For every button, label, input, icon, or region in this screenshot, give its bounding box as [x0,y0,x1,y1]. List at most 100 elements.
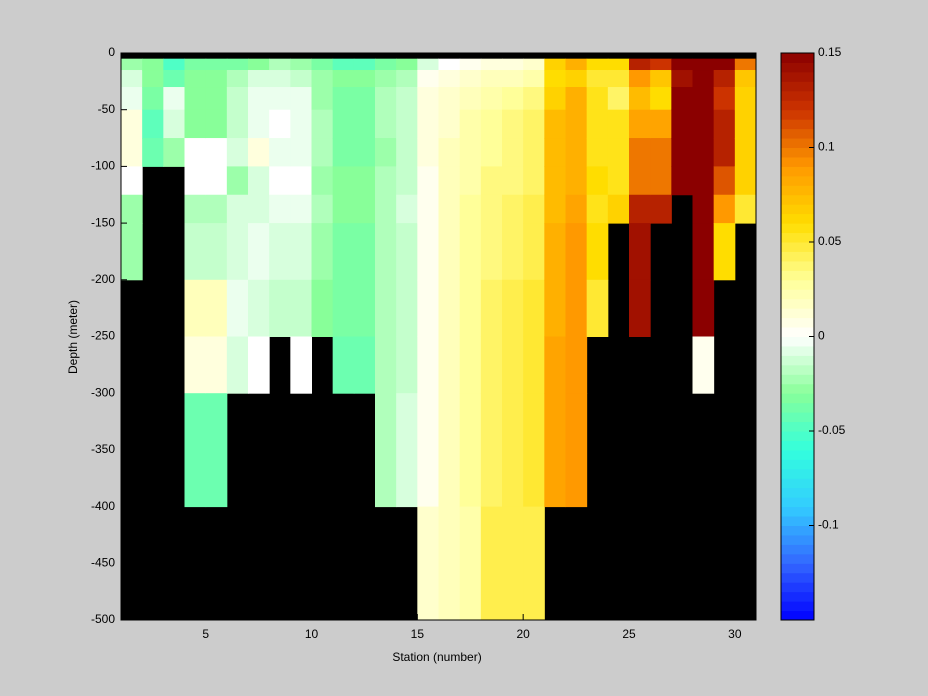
heatmap-cell [459,506,482,621]
heatmap-cell [121,223,143,281]
heatmap-cell [692,138,715,167]
heatmap-cell [375,223,397,281]
heatmap-cell [565,70,588,88]
colorbar-band [781,138,814,148]
colorbar-band [781,478,814,489]
heatmap-cell [565,87,588,111]
y-tick-label: -200 [91,272,115,286]
heatmap-cell [607,166,630,196]
heatmap-cell [438,194,461,224]
heatmap-cell [226,194,249,224]
heatmap-cell [459,336,482,394]
colorbar-band [781,553,814,564]
heatmap-cell [353,194,376,224]
heatmap-cell [353,336,376,394]
heatmap-cell [565,138,588,167]
heatmap-cell [205,166,228,196]
heatmap-cell [396,223,418,281]
heatmap-cell [629,138,651,167]
heatmap-cell [121,138,143,167]
heatmap-cell [311,70,334,88]
heatmap-cell [438,138,461,167]
heatmap-cell [480,393,503,508]
heatmap-cell [248,223,270,281]
heatmap-cell [269,58,291,71]
heatmap-cell [629,166,651,196]
heatmap-cell [438,87,461,111]
heatmap-cell [438,506,461,621]
heatmap-cell [586,109,609,139]
heatmap-cell [502,223,524,281]
heatmap-cell [671,138,693,167]
heatmap-cell [692,87,715,111]
heatmap-cell [226,166,249,196]
heatmap-cell [163,58,185,71]
colorbar-band [781,119,814,130]
heatmap-cell [226,138,249,167]
colorbar-band [781,213,814,224]
heatmap-cell [480,194,503,224]
heatmap-cell [226,279,249,337]
x-tick-label: 5 [202,627,209,641]
heatmap-cell [332,58,355,71]
heatmap-cell [269,279,291,337]
colorbar-band [781,383,814,394]
heatmap-cell [480,58,503,71]
heatmap-cell [713,223,736,281]
colorbar-band [781,412,814,423]
heatmap-cell [163,109,185,139]
heatmap-cell [650,138,672,167]
heatmap-cell [734,166,757,196]
heatmap-cell [121,70,143,88]
heatmap-cell [629,70,651,88]
heatmap-cell [163,70,185,88]
heatmap-cell [248,70,270,88]
colorbar-band [781,516,814,526]
heatmap-cell [205,393,228,508]
heatmap-cell [248,109,270,139]
heatmap-cell [544,109,566,139]
heatmap-cell [332,109,355,139]
colorbar-band [781,81,814,92]
heatmap-cell [396,70,418,88]
colorbar-band [781,327,814,337]
heatmap-cell [586,87,609,111]
y-tick-label: -400 [91,499,115,513]
heatmap-cell [121,166,143,196]
heatmap-cell [713,109,736,139]
heatmap-cell [502,393,524,508]
heatmap-cell [523,393,545,508]
colorbar-band [781,317,814,328]
heatmap-cell [544,58,566,71]
heatmap-cell [184,194,207,224]
colorbar-band [781,242,814,252]
heatmap-cell [375,138,397,167]
colorbar-band [781,506,814,517]
heatmap-cell [692,70,715,88]
heatmap-cell [480,506,503,621]
heatmap-cell [311,166,334,196]
heatmap-cell [713,194,736,224]
colorbar-band [781,270,814,281]
heatmap-cell [692,109,715,139]
colorbar-band [781,185,814,196]
heatmap-cell [290,58,312,71]
plot-border [120,52,757,621]
heatmap-cell [607,87,630,111]
heatmap-cell [142,58,164,71]
colorbar-band [781,62,814,73]
heatmap-cell [353,58,376,71]
heatmap-cell [205,279,228,337]
heatmap-cell [290,223,312,281]
x-tick-label: 10 [305,627,319,641]
heatmap-cell [586,223,609,281]
colorbar-band [781,431,814,441]
heatmap-cell [375,393,397,508]
heatmap-cell [607,70,630,88]
heatmap-cell [396,87,418,111]
heatmap-cell [586,166,609,196]
heatmap-cell [629,87,651,111]
colorbar-band [781,100,814,111]
heatmap-cell [290,194,312,224]
